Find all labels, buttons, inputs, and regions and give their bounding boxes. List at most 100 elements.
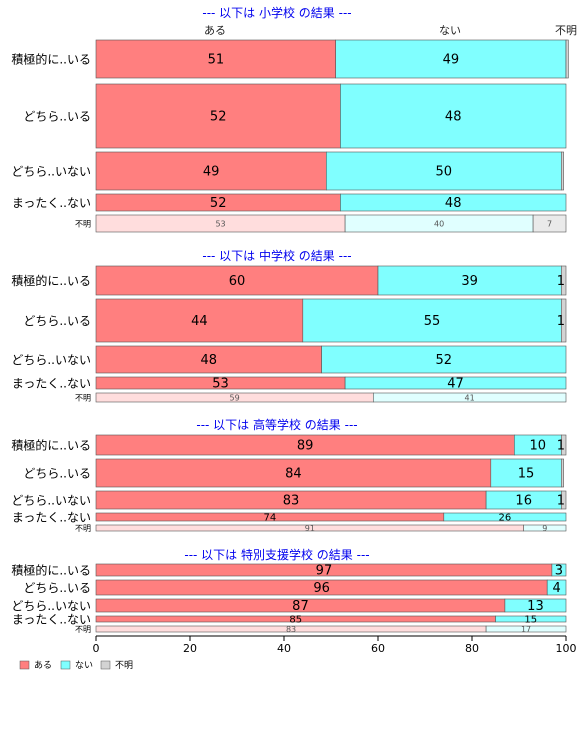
bar-segment-0-0-0 (95, 39, 336, 79)
bar-segment-2-3-1 (443, 512, 567, 522)
data-label-2-4-0: 91 (305, 524, 315, 533)
data-label-2-0-2: 1 (557, 439, 565, 454)
panel-title-0: --- 以下は 小学校 の結果 --- (202, 5, 351, 20)
data-label-3-2-0: 87 (292, 599, 309, 614)
bar-segment-0-0-2 (565, 39, 569, 79)
bar-segment-1-0-0 (95, 265, 379, 296)
data-label-2-3-1: 26 (499, 513, 512, 524)
data-label-1-2-1: 52 (436, 353, 453, 368)
top-label-fumei: 不明 (555, 24, 577, 37)
row-label-3-4: 不明 (75, 625, 91, 634)
data-label-0-1-1: 48 (445, 110, 462, 125)
legend-label-1: ない (75, 660, 93, 671)
data-label-2-2-0: 83 (283, 494, 300, 509)
row-label-0-3: まったく..ない (12, 196, 91, 210)
bar-segment-1-2-0 (95, 345, 322, 374)
bar-segment-2-0-2 (560, 434, 567, 456)
bar-segment-0-2-1 (325, 151, 562, 191)
data-label-2-3-0: 74 (264, 513, 277, 524)
data-label-2-0-0: 89 (297, 439, 314, 454)
bar-segment-1-3-1 (344, 376, 567, 390)
data-label-3-4-0: 83 (286, 625, 296, 634)
row-label-1-1: どちら..いる (23, 314, 91, 328)
bar-segment-3-1-1 (546, 579, 567, 596)
bar-segment-0-3-1 (340, 193, 567, 212)
bar-segment-1-4-1 (372, 392, 567, 403)
bar-segment-0-0-1 (335, 39, 567, 79)
bar-segment-1-0-2 (560, 265, 567, 296)
bar-segment-3-3-1 (495, 615, 567, 623)
data-label-3-1-1: 4 (552, 581, 560, 596)
data-label-3-2-1: 13 (527, 599, 544, 614)
data-label-0-2-1: 50 (436, 165, 453, 180)
row-label-2-1: どちら..いる (23, 466, 91, 480)
data-label-1-4-0: 59 (230, 393, 240, 402)
data-label-3-1-0: 96 (313, 581, 330, 596)
data-label-0-4-0: 53 (215, 219, 225, 228)
row-label-2-3: まったく..ない (12, 510, 91, 524)
data-label-1-1-1: 55 (424, 314, 441, 329)
top-label-nai: ない (439, 24, 461, 37)
x-tick-label-3: 60 (371, 642, 385, 655)
legend-label-0: ある (34, 660, 52, 671)
bar-segment-2-4-1 (523, 524, 567, 532)
data-label-0-2-0: 49 (203, 165, 220, 180)
top-label-aru: ある (204, 24, 226, 37)
row-label-0-2: どちら..いない (11, 164, 91, 178)
data-label-1-3-1: 47 (447, 377, 464, 392)
bar-segment-2-1-2 (560, 458, 564, 488)
bar-segment-0-1-1 (340, 83, 567, 149)
x-tick-label-2: 40 (277, 642, 291, 655)
x-tick-label-1: 20 (183, 642, 197, 655)
data-label-2-2-2: 1 (557, 494, 565, 509)
data-label-1-3-0: 53 (212, 377, 229, 392)
panel-title-2: --- 以下は 高等学校 の結果 --- (196, 417, 357, 432)
bar-segment-0-2-0 (95, 151, 327, 191)
data-label-1-0-2: 1 (557, 274, 565, 289)
bar-segment-1-2-1 (321, 345, 567, 374)
data-label-2-0-1: 10 (530, 439, 547, 454)
data-label-2-1-0: 84 (285, 467, 302, 482)
row-label-2-0: 積極的に..いる (11, 437, 91, 452)
data-label-1-2-0: 48 (201, 353, 218, 368)
row-label-2-2: どちら..いない (11, 493, 91, 507)
data-label-0-4-2: 7 (547, 219, 552, 228)
bar-segment-3-4-1 (485, 625, 567, 633)
row-label-1-0: 積極的に..いる (11, 273, 91, 288)
data-label-1-0-1: 39 (461, 274, 478, 289)
panel-title-1: --- 以下は 中学校 の結果 --- (202, 248, 351, 263)
row-label-3-3: まったく..ない (12, 612, 91, 626)
x-tick-label-5: 100 (556, 642, 577, 655)
bar-segment-1-0-1 (377, 265, 562, 296)
bar-segment-1-1-0 (95, 298, 304, 343)
x-tick-label-4: 80 (465, 642, 479, 655)
data-label-3-0-0: 97 (316, 564, 333, 579)
bar-segment-0-1-0 (95, 83, 341, 149)
data-label-3-3-1: 15 (524, 615, 537, 626)
row-label-2-4: 不明 (75, 524, 91, 533)
data-label-0-0-0: 51 (208, 53, 225, 68)
bar-segment-3-2-1 (504, 598, 567, 613)
bar-segment-1-1-1 (302, 298, 562, 343)
data-label-0-1-0: 52 (210, 110, 227, 125)
bar-segment-0-4-2 (532, 214, 567, 233)
legend-swatch-0 (19, 660, 30, 670)
data-label-3-0-1: 3 (555, 564, 563, 579)
data-label-3-3-0: 85 (289, 615, 302, 626)
row-label-0-0: 積極的に..いる (11, 51, 91, 66)
data-label-1-4-1: 41 (465, 393, 475, 402)
bar-segment-1-1-2 (560, 298, 567, 343)
legend-label-2: 不明 (115, 660, 133, 671)
row-label-1-3: まったく..ない (12, 376, 91, 390)
data-label-1-1-2: 1 (557, 314, 565, 329)
panel-title-3: --- 以下は 特別支援学校 の結果 --- (184, 547, 369, 562)
data-label-2-4-1: 9 (542, 524, 547, 533)
bar-segment-0-2-2 (560, 151, 564, 191)
data-label-2-2-1: 16 (515, 494, 532, 509)
data-label-0-0-1: 49 (443, 53, 460, 68)
data-label-1-1-0: 44 (191, 314, 208, 329)
data-label-0-3-0: 52 (210, 196, 227, 211)
bar-segment-2-2-2 (560, 490, 567, 510)
row-label-1-2: どちら..いない (11, 353, 91, 367)
